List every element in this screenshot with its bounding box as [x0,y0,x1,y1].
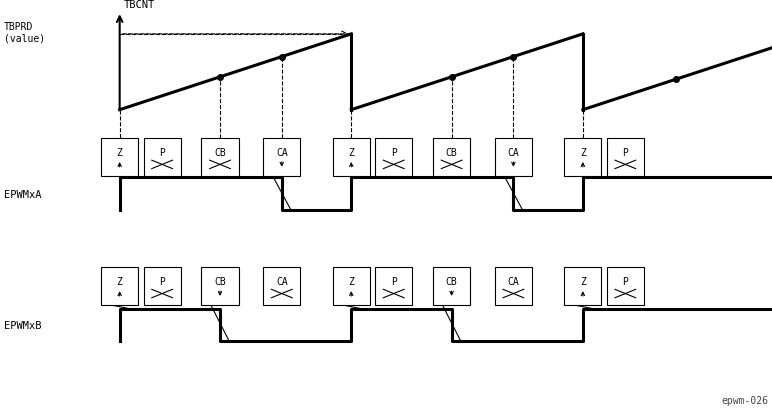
Text: CB: CB [445,276,458,286]
Bar [564,267,601,305]
Text: CA: CA [507,276,520,286]
Text: CB: CB [445,148,458,157]
Bar [495,139,532,176]
Bar [201,267,239,305]
Text: Z: Z [580,276,586,286]
Text: CB: CB [214,148,226,157]
Bar [433,267,470,305]
Text: TBPRD
(value): TBPRD (value) [4,22,45,43]
Text: Z: Z [580,148,586,157]
Text: Z: Z [348,148,354,157]
Text: CB: CB [214,276,226,286]
Text: P: P [622,148,628,157]
Bar [144,267,181,305]
Bar [375,139,412,176]
Text: epwm-026: epwm-026 [721,395,768,405]
Bar [495,267,532,305]
Text: EPWMxB: EPWMxB [4,320,42,330]
Text: Z: Z [117,148,123,157]
Text: TBCNT: TBCNT [124,0,154,10]
Text: P: P [391,148,397,157]
Bar [333,139,370,176]
Bar [433,139,470,176]
Text: EPWMxA: EPWMxA [4,189,42,199]
Bar [263,139,300,176]
Text: CA: CA [507,148,520,157]
Text: CA: CA [276,148,288,157]
Bar [201,139,239,176]
Text: Z: Z [117,276,123,286]
Text: P: P [159,276,165,286]
Bar [144,139,181,176]
Bar [375,267,412,305]
Text: P: P [391,276,397,286]
Text: P: P [159,148,165,157]
Bar [263,267,300,305]
Text: CA: CA [276,276,288,286]
Bar [101,139,138,176]
Text: P: P [622,276,628,286]
Bar [607,139,644,176]
Bar [564,139,601,176]
Bar [333,267,370,305]
Text: Z: Z [348,276,354,286]
Bar [607,267,644,305]
Bar [101,267,138,305]
